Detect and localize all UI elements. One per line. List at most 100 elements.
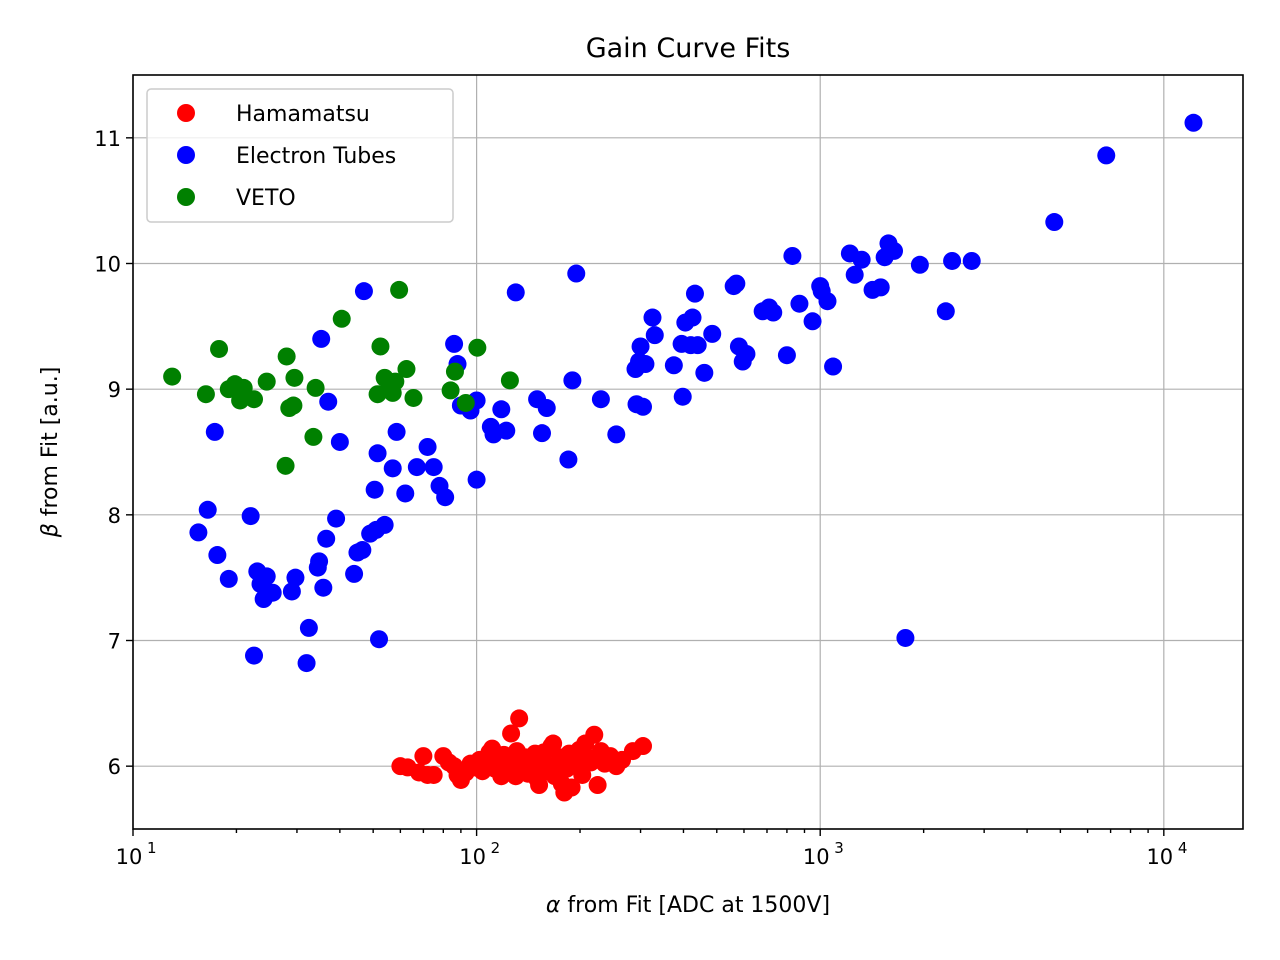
- electron-tubes-point: [703, 324, 722, 343]
- electron-tubes-point: [370, 630, 389, 649]
- electron-tubes-point: [645, 326, 664, 345]
- electron-tubes-point: [375, 515, 394, 534]
- y-axis-label: β from Fit [a.u.]: [38, 367, 63, 539]
- veto-point: [332, 309, 351, 328]
- veto-point: [257, 372, 276, 391]
- electron-tubes-point: [263, 583, 282, 602]
- electron-tubes-point: [783, 246, 802, 265]
- electron-tubes-point: [257, 567, 276, 586]
- hamamatsu-point: [588, 776, 607, 795]
- hamamatsu-point: [502, 724, 521, 743]
- hamamatsu-point: [544, 734, 563, 753]
- electron-tubes-point: [310, 552, 329, 571]
- y-axis-label-text: from Fit [a.u.]: [38, 367, 63, 524]
- electron-tubes-point: [208, 546, 227, 565]
- y-tick-label: 9: [108, 378, 121, 402]
- electron-tubes-point: [764, 303, 783, 322]
- electron-tubes-point: [424, 458, 443, 477]
- hamamatsu-point: [573, 765, 592, 784]
- electron-tubes-point: [943, 251, 962, 270]
- veto-point: [306, 378, 325, 397]
- veto-point: [277, 347, 296, 366]
- veto-point: [276, 456, 295, 475]
- electron-tubes-point: [407, 458, 426, 477]
- hamamatsu-point: [562, 778, 581, 797]
- veto-point: [404, 388, 423, 407]
- legend-label: Electron Tubes: [236, 144, 396, 169]
- x-tick-exponent: 4: [1178, 839, 1188, 857]
- veto-point: [456, 393, 475, 412]
- veto-point: [368, 385, 387, 404]
- electron-tubes-point: [205, 422, 224, 441]
- series-hamamatsu: [391, 709, 653, 802]
- electron-tubes-point: [319, 392, 338, 411]
- electron-tubes-point: [643, 308, 662, 327]
- electron-tubes-point: [396, 484, 415, 503]
- x-tick-exponent: 1: [147, 839, 157, 857]
- electron-tubes-point: [636, 355, 655, 374]
- legend-item-hamamatsu: Hamamatsu: [177, 102, 370, 127]
- veto-point: [441, 381, 460, 400]
- x-tick-label: 10: [1146, 845, 1173, 869]
- veto-point: [304, 427, 323, 446]
- electron-tubes-point: [777, 346, 796, 365]
- data-points: [163, 113, 1203, 802]
- electron-tubes-point: [286, 568, 305, 587]
- y-tick-label: 7: [108, 630, 121, 654]
- electron-tubes-point: [631, 337, 650, 356]
- veto-point: [500, 371, 519, 390]
- veto-point: [284, 396, 303, 415]
- legend-item-electron-tubes: Electron Tubes: [177, 144, 396, 169]
- electron-tubes-point: [607, 425, 626, 444]
- legend-marker: [177, 104, 195, 122]
- veto-point: [210, 339, 229, 358]
- series-veto: [163, 280, 519, 475]
- x-axis-label-text: from Fit [ADC at 1500V]: [560, 893, 830, 918]
- electron-tubes-point: [365, 480, 384, 499]
- electron-tubes-point: [436, 488, 455, 507]
- electron-tubes-point: [330, 432, 349, 451]
- electron-tubes-point: [673, 387, 692, 406]
- electron-tubes-point: [896, 628, 915, 647]
- legend-box: [146, 88, 454, 223]
- electron-tubes-point: [818, 292, 837, 311]
- veto-point: [468, 338, 487, 357]
- y-axis-symbol: β: [38, 523, 63, 538]
- electron-tubes-point: [312, 329, 331, 348]
- electron-tubes-point: [245, 646, 264, 665]
- electron-tubes-point: [445, 334, 464, 353]
- electron-tubes-point: [189, 523, 208, 542]
- electron-tubes-point: [383, 459, 402, 478]
- electron-tubes-point: [1097, 146, 1116, 165]
- electron-tubes-point: [727, 274, 746, 293]
- hamamatsu-point: [424, 765, 443, 784]
- plot-frame: [132, 74, 1244, 830]
- legend: Hamamatsu Electron Tubes VETO: [146, 88, 454, 223]
- electron-tubes-point: [537, 399, 556, 418]
- electron-tubes-point: [241, 507, 260, 526]
- electron-tubes-point: [559, 450, 578, 469]
- hamamatsu-point: [585, 725, 604, 744]
- electron-tubes-point: [368, 444, 387, 463]
- legend-marker: [177, 146, 195, 164]
- electron-tubes-point: [506, 283, 525, 302]
- electron-tubes-point: [685, 284, 704, 303]
- y-tick-label: 11: [94, 127, 121, 151]
- electron-tubes-point: [198, 500, 217, 519]
- veto-point: [285, 368, 304, 387]
- electron-tubes-point: [317, 529, 336, 548]
- electron-tubes-point: [871, 278, 890, 297]
- electron-tubes-point: [297, 654, 316, 673]
- electron-tubes-point: [492, 400, 511, 419]
- veto-point: [445, 362, 464, 381]
- x-axis-symbol: α: [546, 893, 561, 918]
- electron-tubes-point: [591, 390, 610, 409]
- y-tick-label: 6: [108, 755, 121, 779]
- electron-tubes-point: [345, 564, 364, 583]
- hamamatsu-point: [634, 737, 653, 756]
- electron-tubes-point: [567, 264, 586, 283]
- electron-tubes-point: [845, 265, 864, 284]
- electron-tubes-point: [885, 241, 904, 260]
